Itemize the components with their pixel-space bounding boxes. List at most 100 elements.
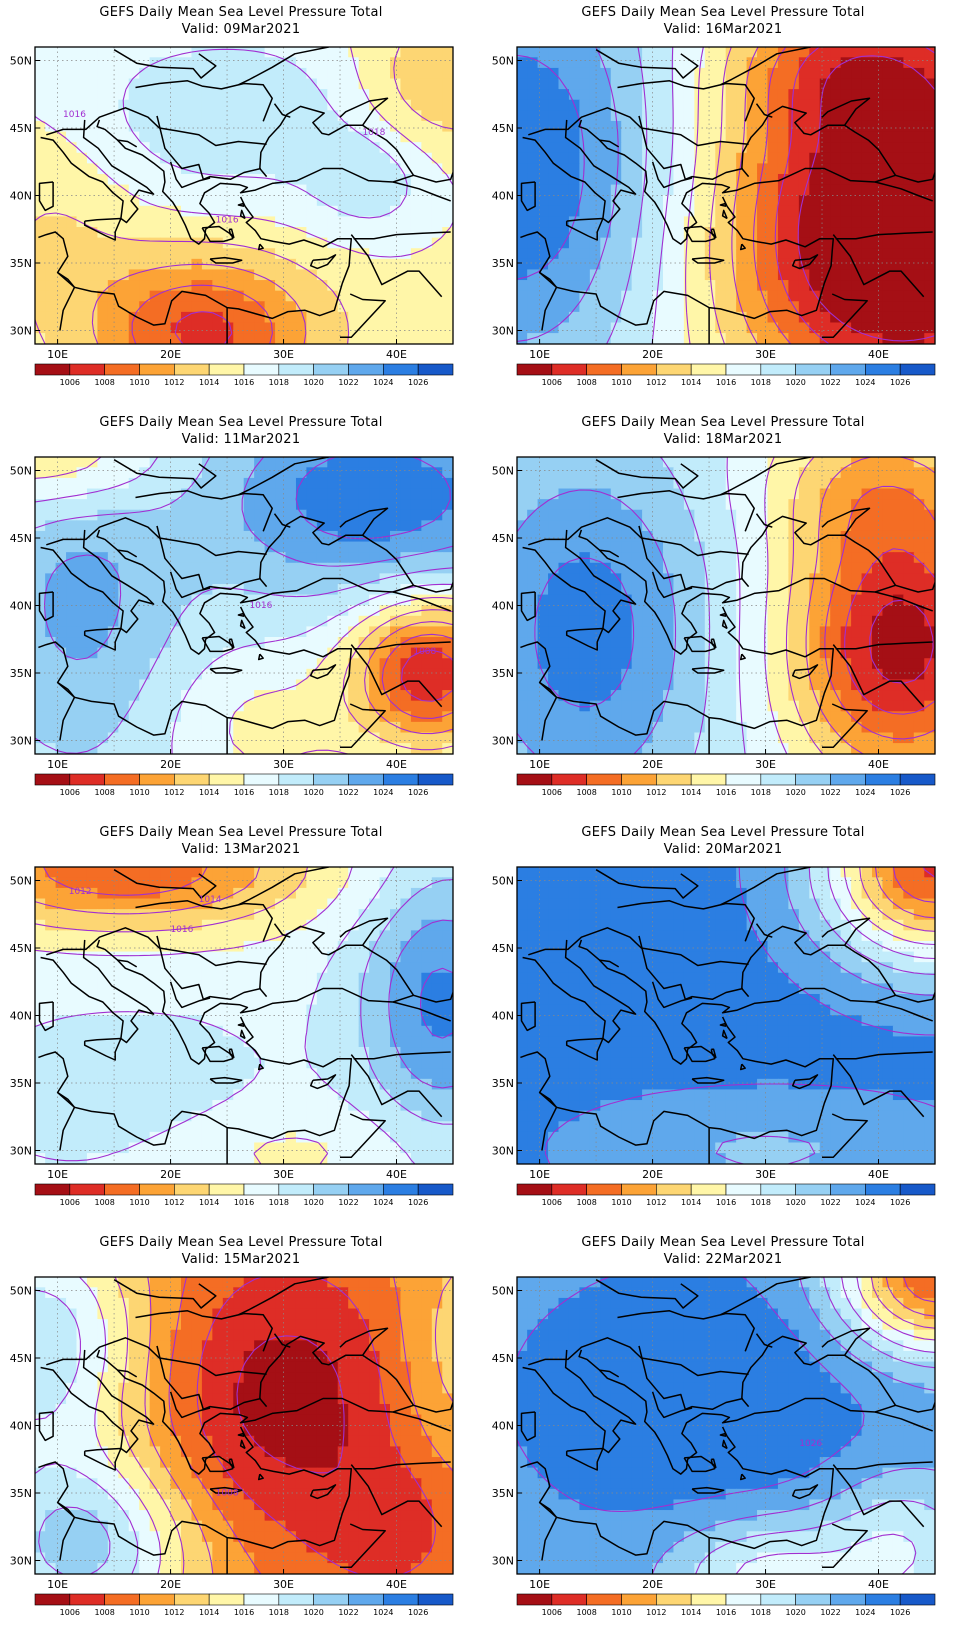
pressure-cell — [390, 269, 402, 281]
pressure-cell — [191, 456, 203, 468]
pressure-cell — [233, 142, 245, 154]
pressure-cell — [139, 184, 151, 196]
pressure-cell — [736, 690, 748, 702]
pressure-cell — [181, 142, 193, 154]
pressure-cell — [191, 322, 203, 334]
pressure-cell — [548, 99, 560, 111]
pressure-cell — [757, 142, 769, 154]
pressure-cell — [181, 605, 193, 617]
pressure-cell — [819, 152, 831, 164]
pressure-cell — [86, 647, 98, 659]
pressure-cell — [777, 477, 789, 490]
pressure-cell — [410, 89, 422, 101]
pressure-cell — [170, 205, 182, 218]
pressure-cell — [892, 67, 904, 80]
pressure-cell — [621, 679, 633, 691]
pressure-cell — [66, 700, 78, 712]
pressure-cell — [264, 711, 276, 723]
pressure-cell — [516, 301, 528, 313]
pressure-cell — [548, 615, 560, 628]
pressure-cell — [66, 195, 78, 207]
pressure-cell — [788, 658, 800, 670]
pressure-cell — [76, 626, 88, 638]
pressure-cell — [327, 615, 339, 628]
coastline — [578, 529, 896, 655]
pressure-cell — [683, 573, 695, 585]
pressure-cell — [882, 552, 894, 564]
pressure-cell — [181, 743, 193, 755]
pressure-cell — [610, 142, 622, 154]
pressure-cell — [872, 541, 884, 553]
pressure-cell — [798, 195, 810, 207]
pressure-cell — [86, 131, 98, 143]
pressure-cell — [400, 216, 412, 228]
pressure-cell — [170, 668, 182, 681]
pressure-cell — [66, 499, 78, 511]
pressure-cell — [798, 605, 810, 617]
pressure-cell — [663, 301, 675, 313]
pressure-cell — [254, 626, 266, 638]
pressure-cell — [170, 89, 182, 101]
pressure-cell — [798, 258, 810, 271]
pressure-cell — [149, 311, 161, 324]
pressure-cell — [285, 583, 297, 596]
pressure-cell — [233, 67, 245, 80]
pressure-cell — [358, 237, 370, 249]
pressure-cell — [683, 721, 695, 734]
pressure-cell — [903, 120, 915, 133]
pressure-cell — [181, 322, 193, 334]
pressure-cell — [66, 269, 78, 281]
pressure-cell — [767, 216, 779, 228]
pressure-cell — [683, 562, 695, 574]
pressure-cell — [212, 573, 224, 585]
pressure-cell — [610, 658, 622, 670]
pressure-cell — [421, 142, 433, 154]
pressure-cell — [233, 131, 245, 143]
pressure-cell — [767, 99, 779, 111]
pressure-cell — [316, 152, 328, 164]
pressure-cell — [400, 311, 412, 324]
pressure-cell — [663, 488, 675, 500]
pressure-cell — [358, 658, 370, 670]
pressure-cell — [66, 237, 78, 249]
pressure-cell — [128, 120, 140, 133]
pressure-cell — [139, 887, 151, 900]
pressure-cell — [736, 679, 748, 691]
pressure-cell — [107, 173, 119, 186]
pressure-cell — [390, 227, 402, 239]
pressure-cell — [295, 499, 307, 511]
pressure-cell — [348, 573, 360, 585]
pressure-cell — [139, 721, 151, 734]
pressure-cell — [55, 46, 67, 58]
pressure-cell — [631, 57, 643, 69]
pressure-cell — [757, 89, 769, 101]
pressure-cell — [579, 46, 591, 58]
pressure-cell — [663, 711, 675, 723]
pressure-cell — [358, 99, 370, 111]
pressure-cell — [861, 120, 873, 133]
pressure-cell — [673, 668, 685, 681]
pressure-cell — [55, 467, 67, 479]
pressure-cell — [390, 290, 402, 302]
pressure-cell — [107, 626, 119, 638]
pressure-cell — [316, 195, 328, 207]
isobar-1010 — [381, 633, 454, 719]
pressure-cell — [621, 530, 633, 543]
pressure-cell — [882, 700, 894, 712]
pressure-cell — [631, 647, 643, 659]
pressure-cell — [809, 488, 821, 500]
pressure-cell — [673, 163, 685, 175]
panel-title: GEFS Daily Mean Sea Level Pressure Total — [581, 415, 865, 430]
pressure-cell — [913, 46, 925, 58]
pressure-cell — [872, 311, 884, 324]
pressure-cell — [66, 67, 78, 80]
pressure-cell — [537, 562, 549, 574]
pressure-cell — [118, 658, 130, 670]
pressure-cell — [379, 142, 391, 154]
pressure-cell — [694, 456, 706, 468]
pressure-cell — [548, 248, 560, 260]
pressure-cell — [548, 499, 560, 511]
pressure-cell — [819, 668, 831, 681]
pressure-cell — [642, 248, 654, 260]
pressure-cell — [337, 467, 349, 479]
